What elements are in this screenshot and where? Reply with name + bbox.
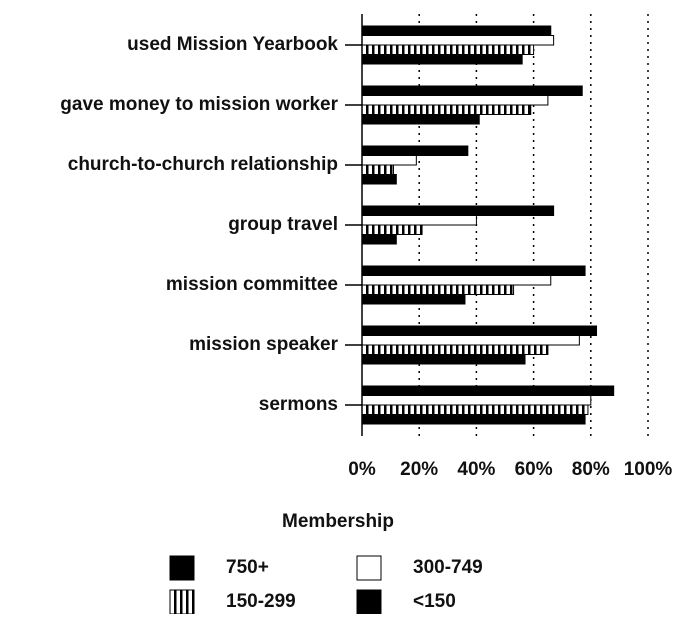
bar [361, 224, 423, 235]
grid [418, 14, 649, 436]
bar [361, 95, 549, 106]
bar [361, 344, 549, 355]
y-tick-label: gave money to mission worker [60, 94, 338, 115]
legend-swatch [356, 589, 382, 615]
legend-label: <150 [413, 591, 456, 612]
bar [361, 104, 532, 115]
bar [361, 155, 417, 166]
x-tick-label: 100% [624, 459, 673, 480]
legend-swatch [356, 555, 382, 581]
bar [361, 275, 552, 286]
x-tick-label: 20% [400, 459, 438, 480]
bar [361, 85, 583, 96]
x-tick-label: 0% [348, 459, 376, 480]
bar [361, 385, 615, 396]
bar [361, 145, 469, 156]
bar [361, 35, 555, 46]
bar [361, 114, 480, 125]
bars [361, 25, 615, 425]
bar [361, 294, 466, 305]
bar [361, 404, 589, 415]
bar [361, 44, 535, 55]
x-tick-label: 40% [457, 459, 495, 480]
legend-swatch [169, 555, 195, 581]
y-tick-label: used Mission Yearbook [127, 34, 338, 55]
y-tick-label: mission speaker [189, 334, 339, 355]
x-tick-label: 80% [572, 459, 610, 480]
bar [361, 164, 394, 175]
legend-swatch [169, 589, 195, 615]
y-tick-label: group travel [228, 214, 338, 235]
bar [361, 174, 397, 185]
bar [361, 335, 580, 346]
legend-label: 300-749 [413, 557, 483, 578]
bar [361, 395, 592, 406]
bar [361, 205, 555, 216]
bar [361, 354, 526, 365]
bar [361, 325, 598, 336]
y-tick-label: mission committee [166, 274, 338, 295]
bar [361, 215, 477, 226]
legend-title: Membership [282, 511, 394, 532]
x-tick-label: 60% [515, 459, 553, 480]
y-tick-label: sermons [259, 394, 338, 415]
bar [361, 234, 397, 245]
legend-label: 150-299 [226, 591, 296, 612]
bar [361, 265, 586, 276]
y-tick-label: church-to-church relationship [68, 154, 338, 175]
bar [361, 25, 552, 36]
bar [361, 54, 523, 65]
bar [361, 284, 515, 295]
bar [361, 414, 586, 425]
legend-label: 750+ [226, 557, 269, 578]
